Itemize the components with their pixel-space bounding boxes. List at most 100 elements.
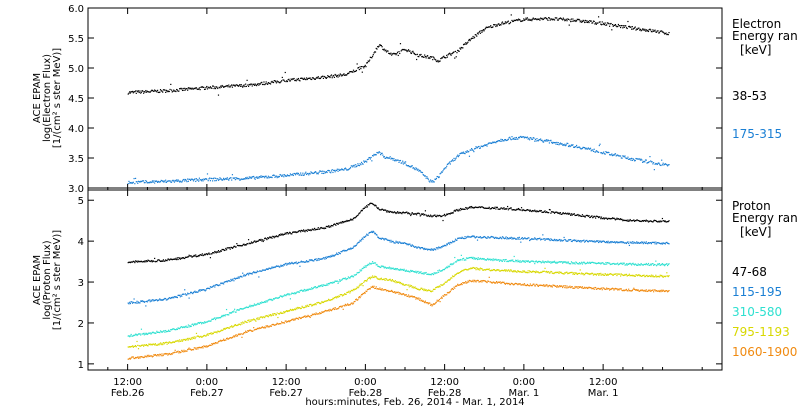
data-point — [194, 347, 196, 349]
data-point — [190, 178, 192, 180]
data-point — [501, 281, 503, 284]
data-point — [628, 273, 631, 275]
data-point — [373, 204, 375, 206]
data-point — [344, 278, 346, 280]
data-point — [600, 23, 602, 25]
data-point — [372, 262, 374, 264]
data-point — [127, 262, 129, 264]
data-point — [315, 304, 317, 306]
data-point — [280, 312, 283, 314]
data-point — [511, 209, 513, 211]
data-point — [493, 268, 495, 271]
data-point — [154, 89, 156, 91]
data-point — [493, 269, 495, 271]
data-point — [526, 238, 529, 240]
data-point — [657, 263, 659, 265]
data-point — [203, 253, 206, 255]
data-point — [549, 272, 551, 274]
data-point — [195, 291, 198, 293]
data-point — [433, 288, 435, 290]
data-point — [666, 221, 668, 223]
data-point — [610, 22, 612, 25]
data-point — [277, 316, 279, 319]
data-point — [460, 207, 462, 210]
data-point — [331, 282, 333, 284]
data-point — [320, 302, 322, 304]
data-point — [374, 51, 377, 53]
data-point — [451, 240, 454, 242]
data-point — [470, 236, 472, 238]
data-point — [363, 67, 365, 69]
data-point — [257, 176, 259, 178]
data-point — [308, 288, 311, 290]
data-point — [190, 255, 192, 257]
data-point — [344, 305, 346, 307]
data-point — [321, 75, 323, 78]
data-point — [578, 146, 581, 148]
data-point — [457, 284, 460, 286]
data-point — [303, 78, 305, 81]
data-point — [563, 236, 565, 239]
data-point — [349, 167, 352, 169]
data-point — [496, 269, 498, 271]
data-point — [360, 210, 362, 212]
data-point — [545, 238, 547, 240]
data-point — [165, 89, 167, 91]
data-point — [418, 271, 421, 273]
data-point — [464, 43, 466, 45]
data-point — [426, 273, 428, 275]
data-point — [405, 242, 407, 245]
data-point — [224, 178, 226, 180]
data-point — [229, 177, 231, 179]
data-point — [506, 237, 509, 239]
data-point — [559, 17, 562, 19]
data-point — [614, 24, 616, 27]
data-point — [572, 239, 574, 242]
data-point — [631, 264, 633, 266]
data-point — [597, 273, 599, 275]
data-point — [532, 238, 534, 240]
data-point — [304, 261, 306, 263]
data-point — [165, 353, 167, 355]
data-point — [627, 241, 629, 243]
data-point — [333, 308, 336, 311]
data-point — [374, 154, 376, 156]
data-point — [651, 276, 653, 278]
data-point — [377, 265, 379, 267]
data-point — [198, 322, 200, 324]
data-point — [161, 260, 163, 262]
data-point — [541, 139, 543, 141]
data-point — [463, 43, 465, 45]
data-point — [289, 262, 291, 264]
data-point — [643, 160, 645, 162]
data-point — [564, 19, 567, 21]
data-point — [223, 339, 225, 342]
data-point — [333, 223, 335, 226]
data-point — [294, 172, 296, 175]
data-point — [233, 310, 235, 312]
data-point — [473, 267, 476, 269]
data-point — [285, 295, 287, 297]
data-point — [385, 238, 388, 240]
data-point — [140, 260, 142, 263]
data-point — [200, 346, 202, 349]
data-point — [216, 332, 218, 334]
data-point — [337, 170, 339, 172]
data-point — [425, 177, 427, 179]
data-point — [506, 21, 509, 23]
data-point — [190, 88, 192, 90]
data-point — [275, 323, 278, 325]
data-point — [364, 206, 366, 208]
data-point — [385, 267, 388, 269]
data-point — [403, 284, 405, 286]
data-point — [456, 239, 458, 241]
data-point — [139, 302, 141, 304]
data-point — [144, 182, 146, 184]
data-point — [504, 238, 506, 240]
data-point — [658, 162, 660, 164]
data-point — [575, 144, 578, 147]
data-point — [173, 296, 176, 298]
data-point — [371, 231, 374, 234]
data-point — [633, 220, 636, 222]
data-point — [224, 281, 226, 283]
